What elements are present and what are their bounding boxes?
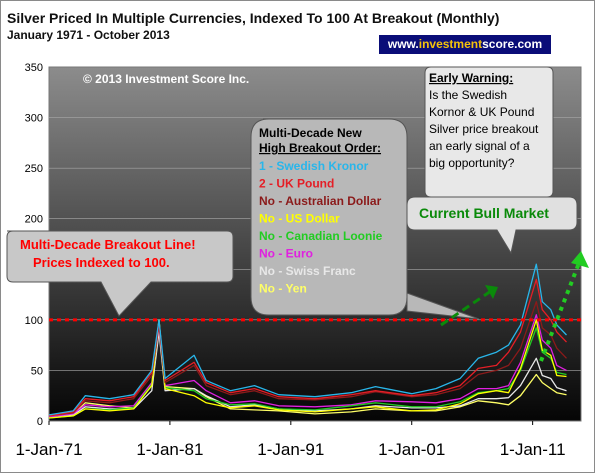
- breakout-order-item: No - Swiss Franc: [259, 264, 356, 278]
- order-heading-line2: High Breakout Order:: [259, 141, 381, 155]
- x-axis: 1-Jan-71 1-Jan-81 1-Jan-91 1-Jan-01 1-Jan-11: [15, 421, 566, 459]
- breakout-callout: [6, 230, 234, 317]
- early-warning-line: Silver price breakout: [429, 122, 539, 136]
- bull-arrow-past: [440, 289, 492, 327]
- breakout-order-item: 2 - UK Pound: [259, 177, 334, 191]
- breakout-order-item: No - US Dollar: [259, 212, 340, 226]
- website-badge[interactable]: www.investmentscore.com: [379, 35, 551, 54]
- x-tick-label: 1-Jan-91: [257, 440, 324, 459]
- breakout-order-item: No - Australian Dollar: [259, 194, 382, 208]
- bull-market-callout: [406, 196, 578, 255]
- breakout-order-item: No - Canadian Loonie: [259, 229, 383, 243]
- series-line-swedish-kronor: [48, 263, 567, 416]
- breakout-order-list: 1 - Swedish Kronor 2 - UK Pound No - Austr…: [259, 159, 383, 296]
- y-tick-label: 250: [25, 163, 43, 175]
- breakout-callout-line2: Prices Indexed to 100.: [33, 255, 170, 270]
- early-warning-line: an early signal of a: [429, 139, 530, 153]
- series-line-uk-pound: [48, 278, 567, 417]
- y-tick-label: 350: [25, 62, 43, 74]
- y-tick-label: 50: [31, 365, 43, 377]
- website-prefix: www.: [387, 37, 419, 51]
- series-line-euro: [48, 314, 567, 418]
- early-warning-heading: Early Warning:: [429, 71, 513, 85]
- y-tick-label: 100: [25, 315, 43, 327]
- x-tick-label: 1-Jan-71: [15, 440, 82, 459]
- y-tick-label: 300: [25, 113, 43, 125]
- breakout-order-item: No - Euro: [259, 247, 313, 261]
- order-heading-line1: Multi-Decade New: [259, 126, 362, 140]
- chart-title: Silver Priced In Multiple Currencies, In…: [7, 10, 500, 26]
- bull-arrow-future-head: [571, 251, 589, 268]
- series-lines: [48, 263, 567, 419]
- breakout-callout-line1: Multi-Decade Breakout Line!: [20, 237, 196, 252]
- early-warning-line: big opportunity?: [429, 156, 515, 170]
- early-warning-line: Kornor & UK Pound: [429, 105, 534, 119]
- bull-market-label: Current Bull Market: [419, 205, 549, 221]
- website-highlight: investment: [418, 37, 483, 51]
- early-warning-line: Is the Swedish: [429, 88, 507, 102]
- chart-subtitle: January 1971 - October 2013: [7, 28, 170, 42]
- website-suffix: score.com: [482, 37, 543, 51]
- y-tick-label: 0: [37, 416, 43, 428]
- copyright-text: © 2013 Investment Score Inc.: [83, 72, 249, 86]
- series-line-us-dollar: [48, 319, 567, 419]
- x-tick-label: 1-Jan-81: [136, 440, 203, 459]
- series-line-australian-dollar: [48, 301, 567, 417]
- early-warning-text: Is the Swedish Kornor & UK Pound Silver pr…: [429, 88, 539, 170]
- x-tick-label: 1-Jan-11: [500, 440, 566, 459]
- breakout-order-item: 1 - Swedish Kronor: [259, 159, 369, 173]
- x-tick-label: 1-Jan-01: [378, 440, 445, 459]
- y-tick-label: 200: [25, 214, 43, 226]
- breakout-order-item: No - Yen: [259, 282, 307, 296]
- breakout-order-callout: [250, 118, 480, 320]
- bull-arrow-past-head: [485, 285, 498, 299]
